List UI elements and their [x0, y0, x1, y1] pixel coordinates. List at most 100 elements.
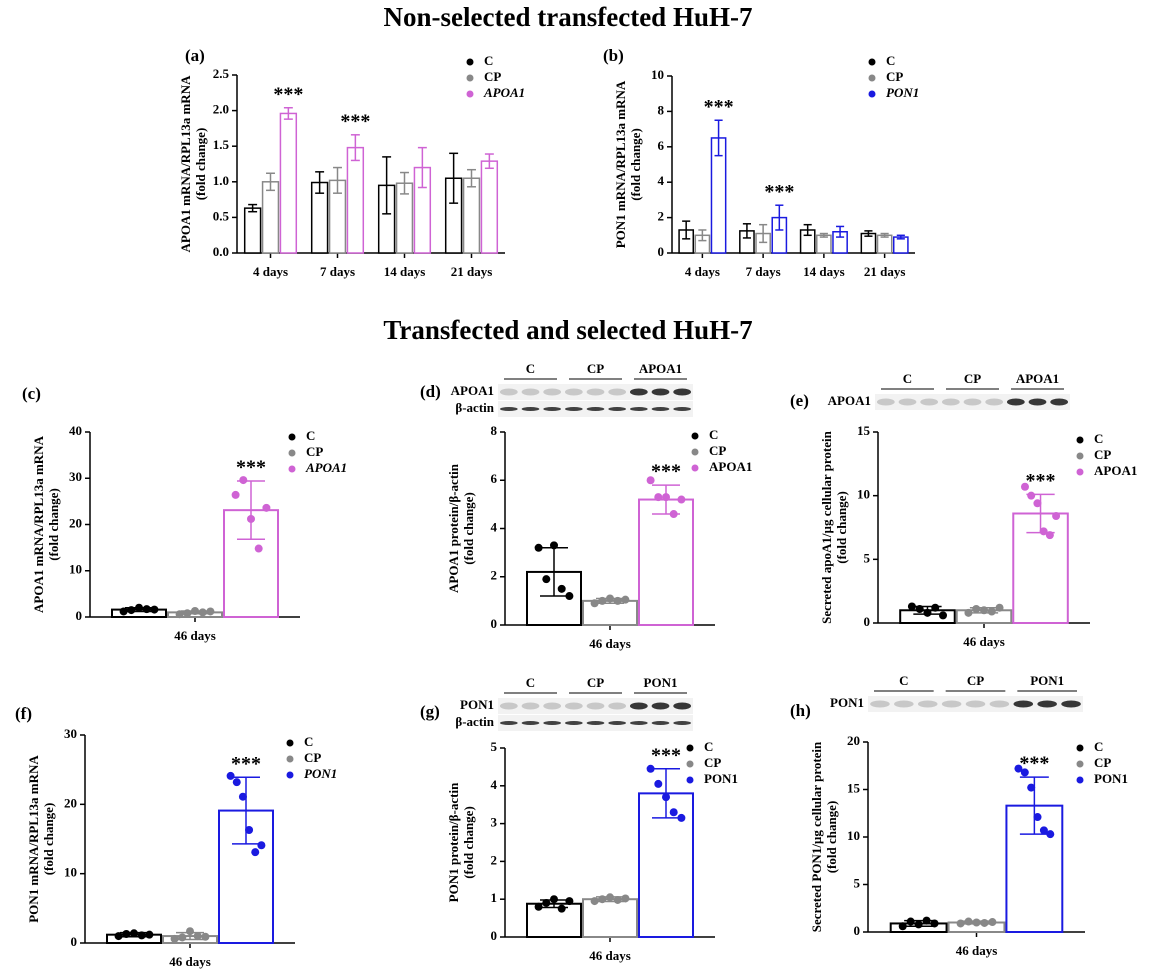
legend-label: PON1 — [304, 766, 337, 781]
blot-band — [564, 407, 583, 411]
x-tick-label: 46 days — [956, 943, 998, 958]
legend-label: CP — [1094, 755, 1111, 770]
data-point — [898, 922, 907, 931]
data-point — [232, 778, 241, 787]
blot-band — [965, 700, 986, 708]
data-point — [257, 841, 266, 850]
legend-marker — [868, 58, 876, 66]
y-tick-label: 20 — [64, 795, 77, 810]
significance: *** — [340, 110, 370, 132]
blot-band — [1050, 398, 1069, 406]
legend-label: C — [704, 739, 713, 754]
data-point — [114, 932, 123, 941]
data-point — [669, 808, 678, 817]
y-tick-label: 2 — [491, 852, 498, 867]
data-point — [1027, 491, 1036, 500]
y-tick-label: 5 — [854, 875, 861, 890]
blot-lane-label: PON1 — [644, 675, 678, 690]
blot-band — [1037, 700, 1057, 708]
bar — [243, 207, 262, 254]
y-tick-label: 10 — [64, 865, 77, 880]
legend-marker — [1076, 760, 1084, 768]
legend-marker — [288, 449, 296, 457]
legend-label: C — [306, 428, 315, 443]
data-point — [534, 543, 543, 552]
bar — [261, 181, 280, 254]
y-tick-label: 0 — [864, 614, 871, 629]
y-tick-label: 10 — [69, 562, 82, 577]
significance: *** — [651, 461, 681, 483]
y-tick-label: 0.0 — [213, 244, 229, 259]
data-point — [1033, 499, 1042, 508]
panel-label: (e) — [790, 391, 809, 410]
legend-label: C — [484, 53, 493, 68]
y-tick-label: 2 — [491, 568, 498, 583]
y-tick-label: 0 — [76, 608, 83, 623]
blot-row-label: β-actin — [455, 714, 494, 729]
legend-label: APOA1 — [483, 85, 525, 100]
data-point — [677, 495, 686, 504]
legend-label: C — [1094, 431, 1103, 446]
blot-band — [521, 388, 540, 396]
y-axis-label: (fold change) — [461, 492, 476, 565]
data-point — [590, 599, 599, 608]
blot-lane-label: C — [903, 371, 912, 386]
bar — [480, 160, 499, 254]
legend-marker — [286, 771, 294, 779]
legend-marker — [691, 464, 699, 472]
data-point — [1046, 830, 1055, 839]
blot-band — [499, 721, 518, 725]
panel-label: (d) — [420, 382, 441, 401]
y-tick-label: 2 — [658, 209, 665, 224]
y-tick-label: 6 — [658, 138, 665, 153]
legend-marker — [286, 755, 294, 763]
data-point — [238, 792, 247, 801]
legend-marker — [1076, 744, 1084, 752]
blot-band — [629, 407, 648, 411]
blot-band — [651, 407, 670, 411]
data-point — [542, 898, 551, 907]
x-tick-label: 46 days — [174, 628, 216, 643]
x-tick-label: 46 days — [589, 948, 631, 963]
y-axis-label: APOA1 mRNA/RPL13a mRNA — [178, 75, 193, 253]
blot-band — [920, 398, 939, 406]
y-tick-label: 4 — [491, 777, 498, 792]
legend-label: CP — [886, 69, 903, 84]
data-point — [1020, 482, 1029, 491]
y-tick-label: 30 — [69, 469, 82, 484]
data-point — [550, 895, 558, 904]
x-tick-label: 21 days — [451, 264, 493, 279]
y-tick-label: 1.0 — [213, 173, 229, 188]
data-point — [170, 934, 179, 943]
legend-label: CP — [304, 750, 321, 765]
y-axis-label: APOA1 protein/β-actin — [446, 463, 461, 593]
blot-row-label: PON1 — [830, 695, 864, 710]
data-point — [254, 544, 263, 553]
y-axis-label: (fold change) — [41, 803, 56, 876]
legend-label: APOA1 — [305, 460, 347, 475]
legend-label: C — [304, 734, 313, 749]
blot-band — [651, 702, 670, 710]
data-point — [557, 584, 566, 593]
data-point — [1033, 813, 1042, 822]
blot-row-label: β-actin — [455, 400, 494, 415]
data-point — [654, 493, 663, 502]
legend-marker — [686, 744, 694, 752]
legend-label: CP — [709, 443, 726, 458]
y-tick-label: 15 — [857, 423, 871, 438]
blot-band — [673, 407, 692, 411]
blot-strip — [498, 384, 693, 400]
y-axis-label: PON1 mRNA/RPL13a mRNA — [613, 80, 628, 248]
blot-band — [629, 702, 648, 710]
bar — [638, 498, 694, 626]
x-tick-label: 14 days — [803, 264, 845, 279]
y-tick-label: 30 — [64, 726, 77, 741]
legend-marker — [288, 433, 296, 441]
blot-band — [1028, 398, 1047, 406]
y-axis-label: APOA1 mRNA/RPL13a mRNA — [31, 435, 46, 613]
data-point — [1020, 768, 1029, 777]
blot-band — [651, 388, 670, 396]
blot-lane-label: CP — [964, 371, 981, 386]
blot-band — [870, 700, 890, 708]
blot-band — [651, 721, 670, 725]
